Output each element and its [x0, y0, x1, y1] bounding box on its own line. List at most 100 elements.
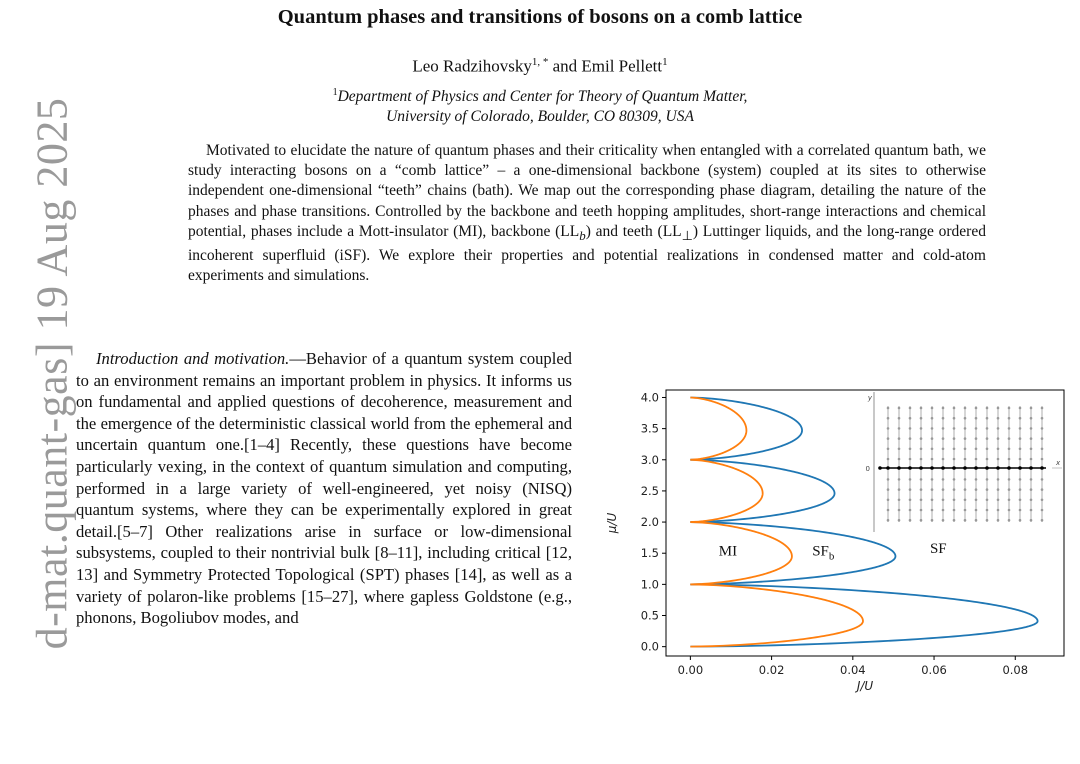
y-tick-label: 3.0 — [641, 453, 659, 467]
phase-boundary-curve — [690, 521, 897, 586]
inset-tooth-site — [919, 406, 923, 410]
inset-tooth-site — [1018, 416, 1022, 420]
author-list: Leo Radzihovsky1, * and Emil Pellett1 — [0, 56, 1080, 77]
inset-tooth-site — [996, 427, 1000, 430]
inset-backbone-site — [886, 466, 890, 470]
inset-tooth-site — [1018, 427, 1022, 430]
inset-tooth-site — [952, 447, 956, 451]
inset-tooth-site — [1007, 508, 1011, 512]
inset-tooth-site — [963, 406, 967, 410]
y-tick-label: 1.5 — [641, 546, 659, 560]
inset-tooth-site — [985, 437, 989, 440]
inset-y-label: y — [867, 394, 873, 402]
inset-tooth-site — [1029, 416, 1033, 420]
inset-tooth-site — [886, 457, 890, 461]
inset-tooth-site — [897, 447, 901, 451]
inset-tooth-site — [996, 518, 1000, 522]
inset-tooth-site — [1007, 488, 1011, 491]
x-tick-label: 0.02 — [759, 663, 785, 677]
inset-tooth-site — [1029, 427, 1033, 430]
phase-diagram-chart: 0.0 0.5 1.0 1.5 2.0 2.5 3.0 3.5 4.0 0.00 0.02 0.04… — [605, 389, 1065, 693]
inset-tooth-site — [963, 508, 967, 512]
inset-tooth-site — [897, 437, 901, 440]
inset-tooth-site — [963, 457, 967, 461]
inset-tooth-site — [930, 416, 934, 420]
inset-tooth-site — [886, 427, 890, 430]
y-tick-label: 1.0 — [641, 577, 659, 591]
inset-tooth-site — [1029, 478, 1033, 481]
y-axis-label: μ/U — [605, 513, 619, 535]
author-superscript: 1, * — [531, 56, 549, 68]
inset-tooth-site — [1029, 406, 1033, 410]
inset-tooth-site — [1040, 427, 1044, 430]
inset-tooth-site — [952, 508, 956, 512]
inset-tooth-site — [919, 498, 923, 502]
inset-tooth-site — [1007, 416, 1011, 420]
inset-tooth-site — [930, 508, 934, 512]
inset-tooth-site — [974, 478, 978, 481]
inset-tooth-site — [886, 437, 890, 440]
section-lead: Introduction and motivation. — [96, 349, 290, 368]
inset-tooth-site — [974, 437, 978, 440]
inset-tooth-site — [941, 478, 945, 481]
inset-tooth-site — [974, 518, 978, 522]
inset-tooth-site — [1007, 427, 1011, 430]
inset-tooth-site — [952, 498, 956, 502]
y-tick-label: 0.5 — [641, 609, 659, 623]
inset-tooth-site — [963, 447, 967, 451]
inset-tooth-site — [974, 498, 978, 502]
inset-tooth-site — [908, 416, 912, 420]
x-axis-label: J/U — [855, 679, 874, 693]
inset-tooth-site — [1029, 498, 1033, 502]
inset-tooth-site — [919, 488, 923, 491]
inset-tooth-site — [908, 518, 912, 522]
inset-tooth-site — [985, 508, 989, 512]
inset-backbone-site — [878, 466, 882, 470]
inset-tooth-site — [974, 508, 978, 512]
inset-tooth-site — [952, 406, 956, 410]
inset-tooth-site — [952, 427, 956, 430]
phase-boundary-curve — [690, 521, 793, 586]
inset-tooth-site — [908, 488, 912, 491]
inset-tooth-site — [941, 498, 945, 502]
inset-tooth-site — [963, 478, 967, 481]
author-superscript: 1 — [662, 56, 668, 68]
inset-tooth-site — [930, 498, 934, 502]
affiliation: 1Department of Physics and Center for Th… — [0, 83, 1080, 127]
inset-tooth-site — [941, 508, 945, 512]
inset-backbone-site — [985, 466, 989, 470]
inset-tooth-site — [996, 406, 1000, 410]
inset-tooth-site — [952, 488, 956, 491]
inset-tooth-site — [908, 437, 912, 440]
inset-tooth-site — [908, 447, 912, 451]
x-tick-label: 0.04 — [840, 663, 866, 677]
inset-tooth-site — [886, 488, 890, 491]
inset-tooth-site — [952, 416, 956, 420]
inset-tooth-site — [974, 406, 978, 410]
inset-tooth-site — [930, 488, 934, 491]
phase-boundary-curve — [690, 458, 836, 523]
inset-tooth-site — [985, 406, 989, 410]
inset-tooth-site — [886, 406, 890, 410]
inset-tooth-site — [963, 488, 967, 491]
inset-tooth-site — [996, 447, 1000, 451]
inset-origin-label: 0 — [866, 465, 870, 473]
inset-tooth-site — [908, 508, 912, 512]
inset-backbone-site — [1029, 466, 1033, 470]
inset-backbone-site — [1018, 466, 1022, 470]
inset-tooth-site — [930, 478, 934, 481]
inset-tooth-site — [952, 518, 956, 522]
x-tick-label: 0.08 — [1002, 663, 1028, 677]
inset-tooth-site — [985, 416, 989, 420]
inset-backbone-site — [919, 466, 923, 470]
author-conjunction: and — [552, 56, 578, 76]
inset-tooth-site — [996, 416, 1000, 420]
inset-tooth-site — [897, 488, 901, 491]
phase-boundary-curve — [690, 396, 748, 461]
inset-tooth-site — [908, 478, 912, 481]
inset-tooth-site — [941, 427, 945, 430]
inset-tooth-site — [1018, 498, 1022, 502]
inset-tooth-site — [974, 447, 978, 451]
inset-tooth-site — [886, 518, 890, 522]
inset-tooth-site — [1018, 488, 1022, 491]
